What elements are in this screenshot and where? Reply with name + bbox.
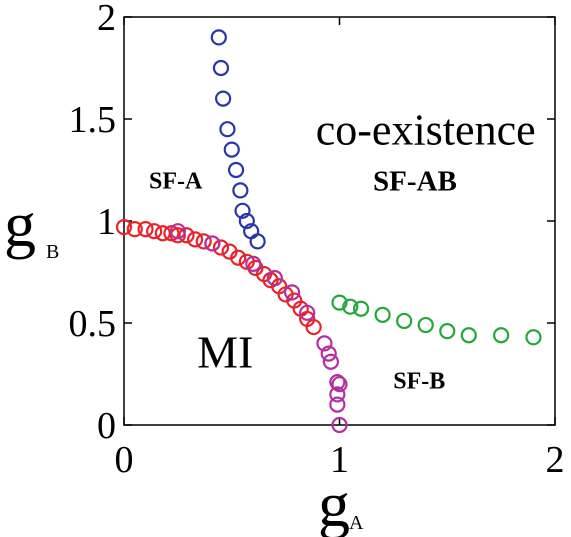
data-point	[227, 161, 245, 179]
axis-tick-labels: 0 1 2 0 0.5 1 1.5 2	[69, 0, 565, 481]
data-point	[329, 386, 346, 403]
y-tick-label: 0.5	[69, 303, 117, 345]
region-label: SF-AB	[373, 165, 457, 197]
data-point	[169, 227, 186, 244]
data-point	[212, 59, 230, 77]
y-axis-label-main: g	[4, 189, 36, 260]
data-point	[230, 249, 247, 266]
region-label: MI	[197, 327, 253, 378]
y-tick-label: 2	[97, 0, 116, 39]
data-point	[439, 323, 456, 340]
region-label: SF-B	[393, 369, 445, 395]
x-axis-label-subscript: A	[349, 512, 364, 534]
data-point	[245, 255, 262, 272]
data-point	[331, 294, 348, 311]
data-point	[342, 298, 359, 315]
data-point	[115, 219, 133, 236]
data-point	[249, 233, 266, 250]
data-point	[210, 29, 227, 46]
data-point	[178, 227, 195, 244]
data-point	[154, 225, 171, 242]
data-point	[169, 223, 186, 240]
data-point	[374, 306, 391, 323]
data-point	[126, 221, 143, 238]
data-point	[223, 141, 240, 158]
data-point	[234, 202, 251, 219]
data-point	[187, 231, 204, 248]
data-point	[322, 353, 339, 370]
data-point	[329, 396, 346, 413]
data-point	[266, 270, 283, 287]
region-labels: co-existence SF-A SF-AB MI SF-B	[149, 106, 536, 395]
plot-area-frame	[123, 16, 556, 426]
data-point	[316, 335, 333, 352]
y-tick-label: 1.5	[69, 99, 117, 141]
x-tick-label: 2	[546, 439, 565, 481]
data-point	[146, 223, 163, 240]
data-point	[331, 376, 348, 393]
data-point	[320, 345, 337, 362]
data-point	[163, 225, 180, 242]
data-point	[212, 239, 230, 256]
y-axis-label-subscript: B	[46, 241, 59, 263]
x-tick-label: 1	[330, 439, 349, 481]
data-point	[396, 312, 413, 330]
data-point	[232, 182, 249, 199]
y-tick-label: 1	[97, 201, 116, 243]
data-point	[460, 327, 477, 344]
y-tick-label: 0	[97, 405, 116, 447]
x-axis-label: g A	[318, 469, 364, 537]
data-point	[215, 90, 232, 107]
data-point	[299, 304, 316, 321]
data-point	[305, 318, 322, 336]
series-1	[115, 219, 322, 336]
data-point	[219, 121, 236, 138]
data-point	[331, 416, 348, 434]
series-0	[210, 29, 266, 250]
x-axis-label-main: g	[318, 469, 350, 537]
x-tick-label: 0	[115, 439, 134, 481]
series-2	[169, 223, 348, 434]
region-label: co-existence	[316, 106, 536, 155]
data-point	[283, 284, 301, 301]
data-point	[238, 212, 255, 230]
data-point	[352, 300, 370, 317]
data-series-layer	[115, 29, 542, 434]
y-axis-label: g B	[4, 189, 59, 263]
series-3	[331, 294, 542, 346]
data-point	[493, 327, 510, 344]
data-point	[329, 374, 346, 391]
data-point	[195, 233, 212, 250]
data-point	[525, 329, 542, 346]
data-point	[204, 235, 221, 252]
data-point	[417, 316, 434, 334]
data-point	[137, 221, 154, 238]
axis-ticks	[123, 16, 556, 426]
region-label: SF-A	[149, 169, 203, 195]
